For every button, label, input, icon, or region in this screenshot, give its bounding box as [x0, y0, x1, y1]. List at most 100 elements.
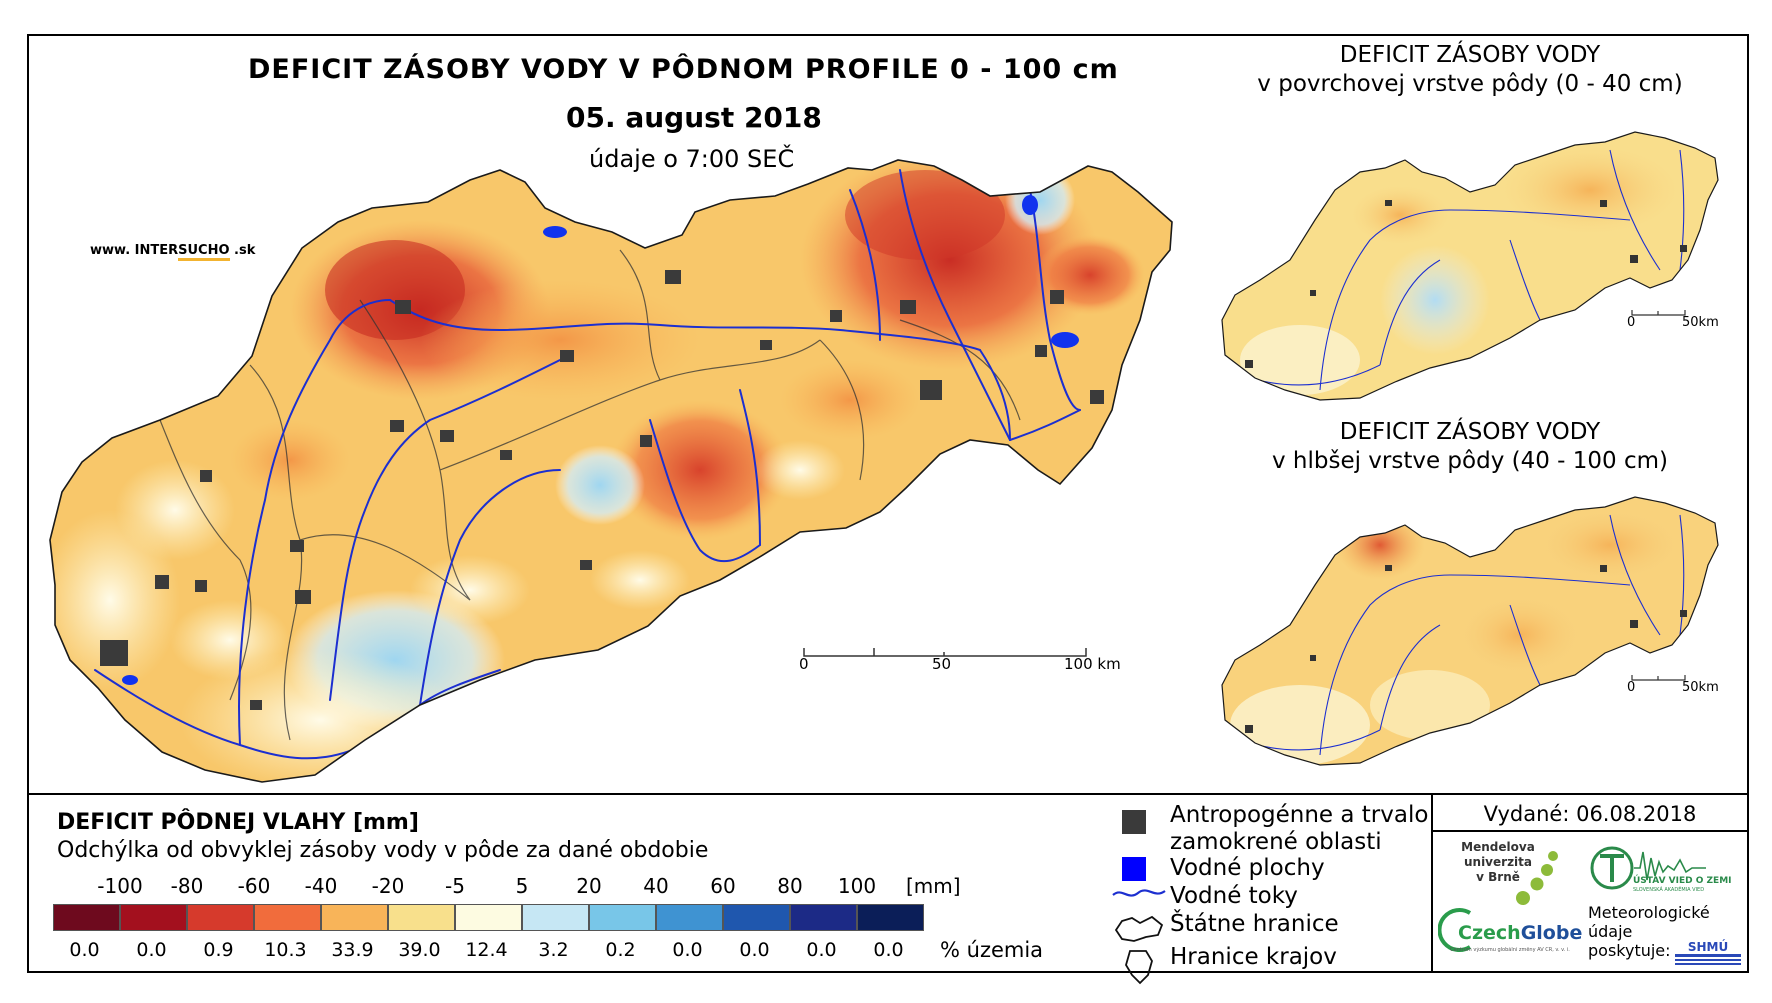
- shmu-text: SHMÚ: [1687, 940, 1729, 954]
- credits-header-divider: [1431, 830, 1749, 832]
- mendel-university-logo: Mendelova univerzita v Brně: [1458, 840, 1538, 885]
- inset-top-title-line2: v povrchovej vrstve pôdy (0 - 40 cm): [1257, 71, 1683, 97]
- legend-swatch: [857, 904, 924, 931]
- inset-bottom-title-line1: DEFICIT ZÁSOBY VODY: [1339, 419, 1601, 445]
- legend-unit: [mm]: [906, 874, 961, 898]
- main-scale-50: 50: [932, 655, 952, 673]
- water-body-label: Vodné plochy: [1170, 855, 1325, 881]
- legend-tick-label: -60: [237, 874, 271, 898]
- legend-percentage: 12.4: [465, 939, 508, 961]
- legend-percentage: 33.9: [331, 939, 374, 961]
- legend-tick-label: 40: [643, 874, 669, 898]
- inset-top-scale-0: 0: [1627, 315, 1636, 330]
- legend-swatch: [321, 904, 388, 931]
- inset-top-scale-50: 50km: [1682, 315, 1719, 330]
- website-label: www. INTERSUCHO .sk: [90, 243, 256, 261]
- legend-divider: [27, 793, 1749, 795]
- legend-percentage: 0.0: [136, 939, 167, 961]
- legend-tick-label: -5: [445, 874, 465, 898]
- inset-top-scale-bar: [1631, 310, 1686, 316]
- inset-bottom-map: [1221, 496, 1719, 766]
- main-map-time: údaje o 7:00 SEČ: [589, 145, 795, 173]
- provided-line2: údaje: [1588, 922, 1633, 941]
- legend-tick-label: -40: [304, 874, 338, 898]
- legend-tick-label: 100: [837, 874, 877, 898]
- issued-date: Vydané: 06.08.2018: [1483, 802, 1697, 826]
- legend-percentage: 0.2: [605, 939, 636, 961]
- legend-swatch: [656, 904, 723, 931]
- river-icon: [1112, 889, 1166, 897]
- uvoz-logo-icon: [1590, 846, 1706, 890]
- legend-swatch: [187, 904, 254, 931]
- legend-swatch: [388, 904, 455, 931]
- legend-percentage: 10.3: [264, 939, 307, 961]
- czechglobe-logo: CzechGlobe: [1458, 922, 1582, 944]
- shmu-logo: SHMÚ: [1675, 940, 1741, 966]
- main-scale-100: 100 km: [1064, 655, 1121, 673]
- legend-tick-label: 5: [515, 874, 529, 898]
- symbol-icons: [1112, 889, 1166, 985]
- legend-title: DEFICIT PÔDNEJ VLAHY [mm]: [57, 810, 419, 835]
- main-map-date: 05. august 2018: [566, 101, 822, 134]
- legend-tick-label: 20: [576, 874, 602, 898]
- provided-line1: Meteorologické: [1588, 903, 1710, 922]
- provided-line3: poskytuje:: [1588, 941, 1671, 960]
- legend-swatch: [120, 904, 187, 931]
- legend-subtitle: Odchýlka od obvyklej zásoby vody v pôde …: [57, 838, 709, 863]
- legend-percentage: 0.0: [873, 939, 904, 961]
- legend-swatch: [254, 904, 321, 931]
- main-scale-bar: [803, 648, 1087, 657]
- mendel-line2: univerzita: [1463, 855, 1532, 869]
- legend-percentage: 0.9: [203, 939, 234, 961]
- percent-unit: % územia: [940, 938, 1044, 962]
- legend-swatch: [589, 904, 656, 931]
- inset-top-title-line1: DEFICIT ZÁSOBY VODY: [1339, 42, 1601, 68]
- legend-swatch: [790, 904, 857, 931]
- mendel-dots-icon: [1516, 851, 1558, 905]
- inset-bottom-scale-bar: [1631, 675, 1686, 681]
- legend-percentage: 0.0: [69, 939, 100, 961]
- inset-bottom-title-line2: v hlbšej vrstve pôdy (40 - 100 cm): [1271, 448, 1669, 474]
- website-highlight: SUCHO: [178, 243, 230, 261]
- website-prefix: www. INTER: [90, 243, 179, 258]
- legend-tick-label: 60: [710, 874, 736, 898]
- main-map: [49, 159, 1173, 783]
- data-provider-label: Meteorologické údaje poskytuje:: [1588, 903, 1710, 960]
- legend-percentage: 0.0: [672, 939, 703, 961]
- legend-tick-label: -100: [97, 874, 143, 898]
- regional-border-icon: [1125, 950, 1153, 985]
- legend-swatch: [723, 904, 790, 931]
- river-label: Vodné toky: [1170, 883, 1298, 909]
- anthropogenic-label-line1: Antropogénne a trvalo: [1170, 802, 1429, 828]
- czechglobe-tagline: Centrum výzkumu globální změny AV ČR, v.…: [1450, 947, 1570, 953]
- inset-top-title: DEFICIT ZÁSOBY VODY v povrchovej vrstve …: [1230, 41, 1710, 99]
- legend-percentage: 39.0: [398, 939, 441, 961]
- anthropogenic-swatch: [1122, 810, 1146, 834]
- anthropogenic-label-line2: zamokrené oblasti: [1170, 829, 1382, 855]
- uvoz-name: ÚSTAV VIED O ZEMI: [1633, 876, 1732, 886]
- inset-bottom-scale-50: 50km: [1682, 680, 1719, 695]
- shmu-logo-icon: [1675, 940, 1741, 966]
- legend-tick-label: -20: [371, 874, 405, 898]
- legend-tick-label: -80: [170, 874, 204, 898]
- czechglobe-a: Czech: [1458, 922, 1521, 944]
- legend-percentage: 0.0: [806, 939, 837, 961]
- state-border-label: Štátne hranice: [1170, 911, 1339, 937]
- inset-bottom-scale-0: 0: [1627, 680, 1636, 695]
- credits-divider: [1431, 793, 1433, 973]
- inset-top-map: [1221, 131, 1719, 401]
- mendel-line3: v Brně: [1476, 870, 1520, 884]
- legend-swatch: [53, 904, 120, 931]
- water-body-swatch: [1122, 857, 1146, 881]
- legend-swatch: [455, 904, 522, 931]
- state-border-icon: [1114, 915, 1164, 942]
- main-map-title: DEFICIT ZÁSOBY VODY V PÔDNOM PROFILE 0 -…: [248, 54, 1119, 85]
- legend-percentage: 0.0: [739, 939, 770, 961]
- czechglobe-icon: [1438, 908, 1472, 952]
- legend-percentage: 3.2: [538, 939, 569, 961]
- anthropogenic-label: Antropogénne a trvalo zamokrené oblasti: [1170, 802, 1428, 856]
- website-suffix: .sk: [229, 243, 256, 258]
- legend-swatch: [522, 904, 589, 931]
- inset-bottom-title: DEFICIT ZÁSOBY VODY v hlbšej vrstve pôdy…: [1230, 418, 1710, 476]
- czechglobe-b: Globe: [1520, 922, 1583, 944]
